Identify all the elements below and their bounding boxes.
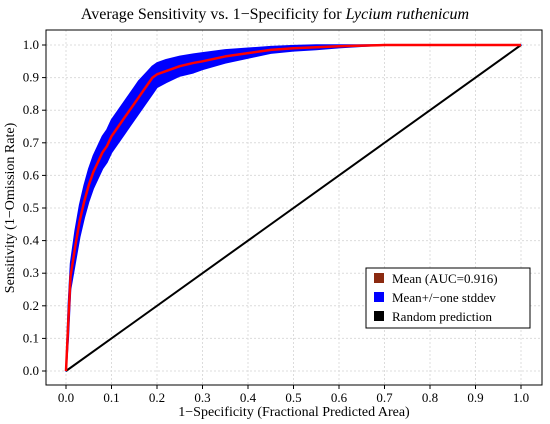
legend: Mean (AUC=0.916) Mean+/−one stddev Rando… [365,267,531,329]
x-tick-label: 0.3 [194,390,210,405]
y-tick-label: 0.4 [23,233,40,248]
plot-frame [45,29,543,386]
mean-roc-line [64,43,521,372]
y-tick-label: 1.0 [23,37,39,52]
x-tick-label: 1.0 [513,390,529,405]
y-tick-label: 0.0 [23,363,39,378]
x-tick-label: 0.5 [285,390,301,405]
x-axis-label: 1−Specificity (Fractional Predicted Area… [178,405,410,420]
legend-swatch-mean [374,273,384,283]
random-prediction-line [65,44,522,372]
y-tick-label: 0.9 [23,70,39,85]
x-tick-label: 0.2 [149,390,165,405]
x-tick-label: 0.7 [376,390,393,405]
series-layer [64,43,522,372]
x-tick-label: 0.9 [467,390,483,405]
y-tick-label: 0.7 [23,135,40,150]
y-tick-label: 0.5 [23,200,39,215]
x-tick-label: 0.0 [58,390,74,405]
y-tick-label: 0.8 [23,102,39,117]
y-tick-label: 0.1 [23,330,39,345]
x-tick-label: 0.1 [103,390,119,405]
y-axis-label: Sensitivity (1−Omission Rate) [3,122,18,293]
legend-box [365,267,531,329]
tick-layer: 0.0 0.1 0.2 0.3 0.4 0.5 0.6 0.7 0.8 0.9 1.0 0.0 0.1 0… [23,37,529,405]
legend-label-mean: Mean (AUC=0.916) [392,271,498,286]
legend-label-random: Random prediction [392,309,493,324]
y-tick-label: 0.2 [23,298,39,313]
legend-swatch-stddev [374,292,384,302]
chart-title-species: Lycium ruthenicum [345,6,470,23]
chart-title: Average Sensitivity vs. 1−Specificity fo… [81,6,469,23]
x-tick-label: 0.6 [331,390,348,405]
chart-title-prefix: Average Sensitivity vs. 1−Specificity fo… [81,6,346,23]
legend-label-stddev: Mean+/−one stddev [392,290,496,305]
x-tick-label: 0.4 [240,390,257,405]
legend-swatch-random [374,311,384,321]
y-tick-label: 0.6 [23,167,40,182]
x-tick-label: 0.8 [422,390,438,405]
y-tick-label: 0.3 [23,265,39,280]
